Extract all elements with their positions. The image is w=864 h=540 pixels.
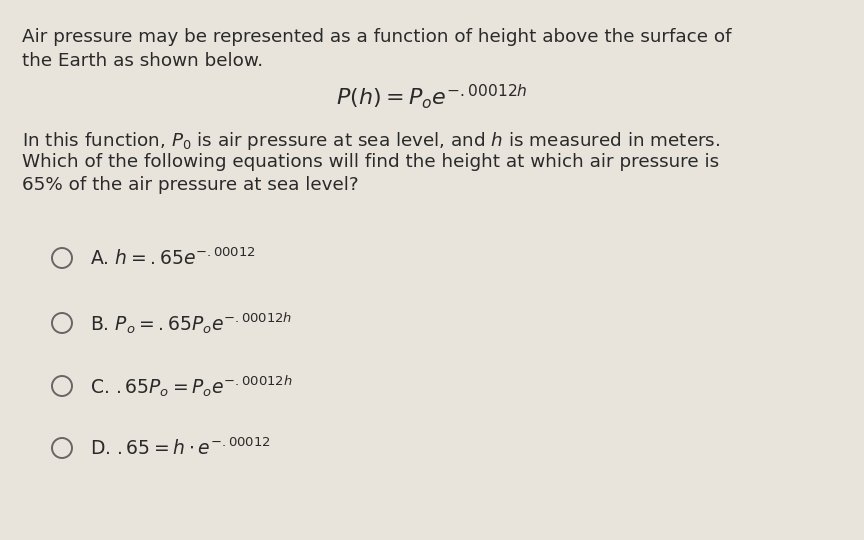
- Text: Which of the following equations will find the height at which air pressure is: Which of the following equations will fi…: [22, 153, 719, 171]
- Text: A. $h = .65e^{-.00012}$: A. $h = .65e^{-.00012}$: [90, 247, 256, 269]
- Text: C. $.65P_o = P_o e^{-.00012h}$: C. $.65P_o = P_o e^{-.00012h}$: [90, 373, 293, 399]
- Text: 65% of the air pressure at sea level?: 65% of the air pressure at sea level?: [22, 176, 359, 194]
- Text: B. $P_o = .65P_o e^{-.00012h}$: B. $P_o = .65P_o e^{-.00012h}$: [90, 310, 292, 336]
- Text: the Earth as shown below.: the Earth as shown below.: [22, 52, 264, 70]
- Text: In this function, $P_0$ is air pressure at sea level, and $h$ is measured in met: In this function, $P_0$ is air pressure …: [22, 130, 721, 152]
- Text: $P(h) = P_o e^{-.00012h}$: $P(h) = P_o e^{-.00012h}$: [336, 82, 528, 111]
- Text: Air pressure may be represented as a function of height above the surface of: Air pressure may be represented as a fun…: [22, 28, 732, 46]
- Text: D. $.65 = h \cdot e^{-.00012}$: D. $.65 = h \cdot e^{-.00012}$: [90, 437, 270, 459]
